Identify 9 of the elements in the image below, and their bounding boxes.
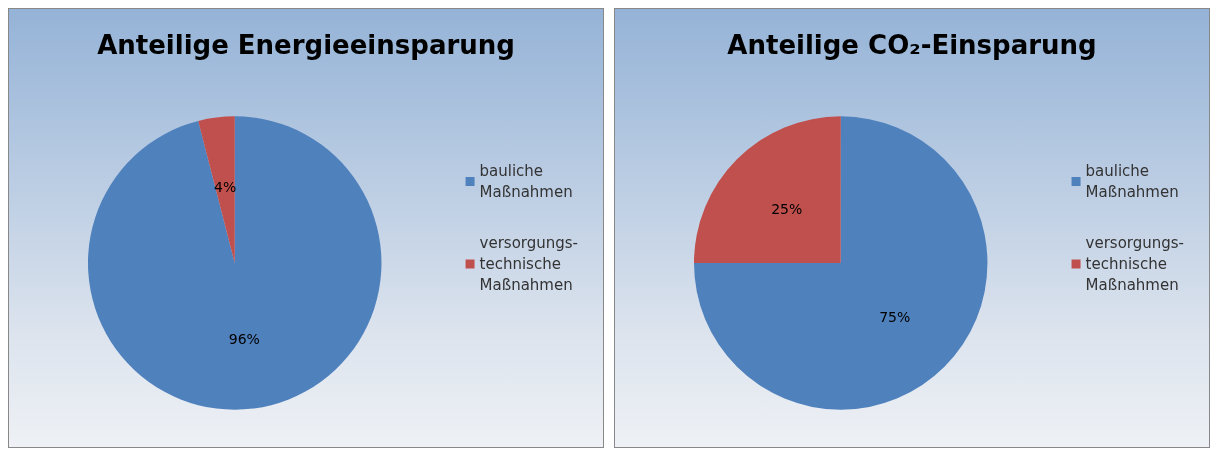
data-label: 75% (879, 309, 911, 326)
legend-label: versorgungs- technische Maßnahmen (1085, 234, 1184, 294)
chart-title: Anteilige Energieeinsparung (97, 30, 515, 60)
legend-label: bauliche Maßnahmen (479, 162, 573, 201)
data-label: 96% (228, 330, 260, 347)
chart-title: Anteilige CO₂-Einsparung (727, 30, 1097, 60)
data-label: 25% (771, 201, 803, 218)
legend-label: versorgungs- technische Maßnahmen (479, 234, 578, 294)
legend-label: bauliche Maßnahmen (1085, 162, 1179, 201)
